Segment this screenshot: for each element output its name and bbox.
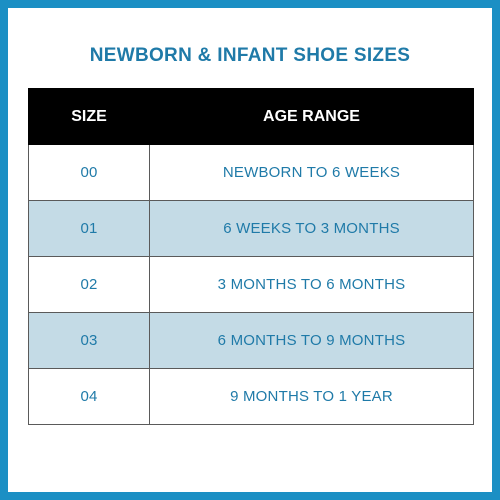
- table-row: 01 6 WEEKS TO 3 MONTHS: [28, 200, 474, 257]
- size-cell: 02: [28, 256, 150, 313]
- size-chart-card: NEWBORN & INFANT SHOE SIZES SIZE AGE RAN…: [8, 8, 492, 492]
- table-header-row: SIZE AGE RANGE: [28, 88, 474, 145]
- size-cell: 01: [28, 200, 150, 257]
- age-range-cell: 9 MONTHS TO 1 YEAR: [149, 368, 474, 425]
- size-table: SIZE AGE RANGE 00 NEWBORN TO 6 WEEKS 01 …: [28, 88, 474, 425]
- table-row: 00 NEWBORN TO 6 WEEKS: [28, 144, 474, 201]
- header-size: SIZE: [28, 88, 150, 145]
- age-range-cell: 6 WEEKS TO 3 MONTHS: [149, 200, 474, 257]
- size-cell: 03: [28, 312, 150, 369]
- table-row: 02 3 MONTHS TO 6 MONTHS: [28, 256, 474, 313]
- size-cell: 00: [28, 144, 150, 201]
- size-cell: 04: [28, 368, 150, 425]
- table-row: 04 9 MONTHS TO 1 YEAR: [28, 368, 474, 425]
- chart-title: NEWBORN & INFANT SHOE SIZES: [89, 45, 411, 66]
- age-range-cell: 6 MONTHS TO 9 MONTHS: [149, 312, 474, 369]
- age-range-cell: NEWBORN TO 6 WEEKS: [149, 144, 474, 201]
- header-age-range: AGE RANGE: [149, 88, 474, 145]
- table-row: 03 6 MONTHS TO 9 MONTHS: [28, 312, 474, 369]
- age-range-cell: 3 MONTHS TO 6 MONTHS: [149, 256, 474, 313]
